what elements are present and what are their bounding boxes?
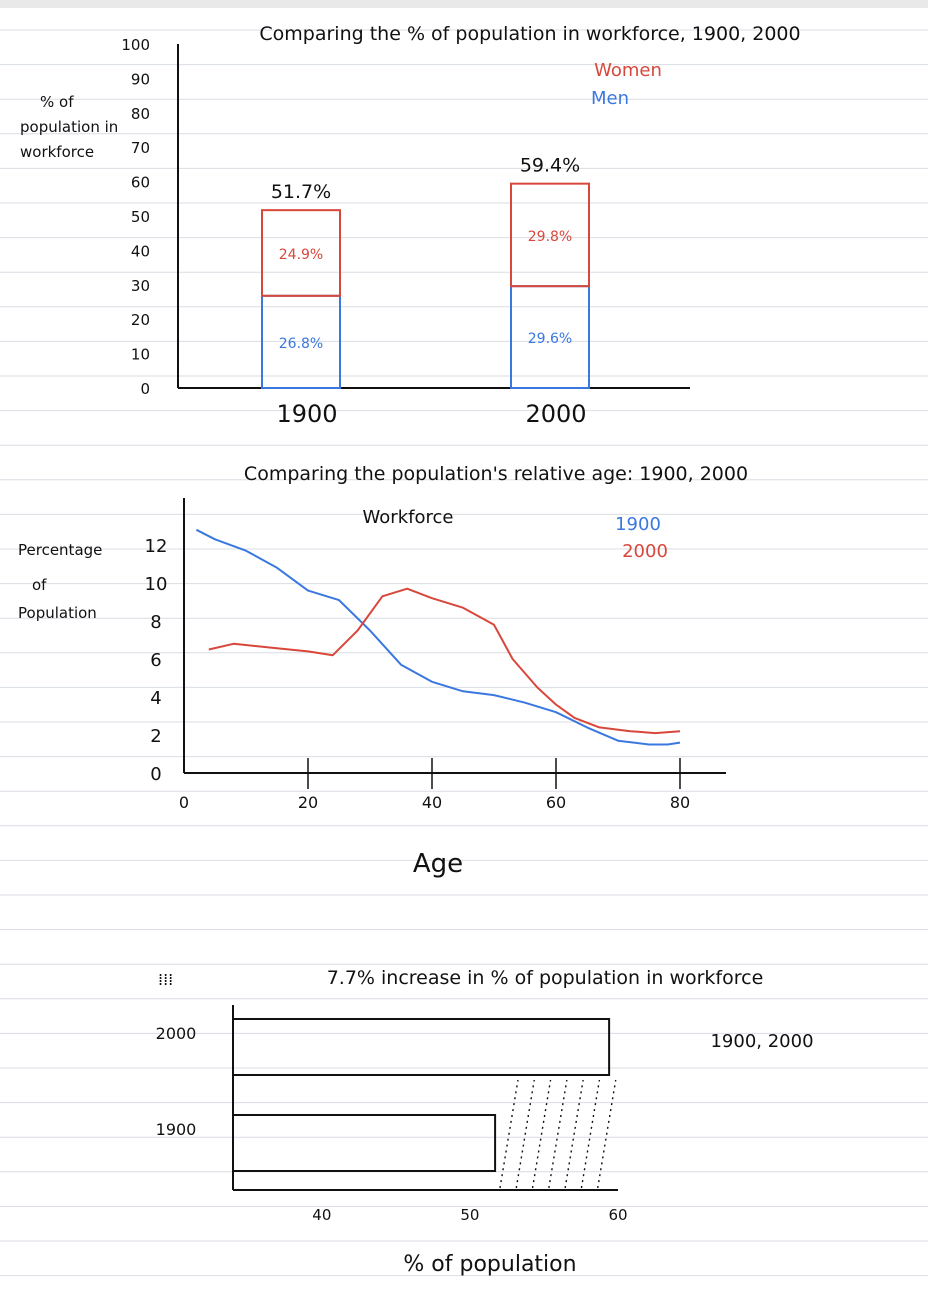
chart3-bar-1900	[232, 1114, 497, 1172]
chart2-x-tick-label: 40	[422, 793, 442, 812]
chart2-y-tick-label: 12	[145, 536, 168, 557]
chart3-hatch-line	[597, 1079, 617, 1189]
chart1-y-tick-label: 50	[131, 208, 150, 226]
chart1-y-tick-label: 100	[121, 36, 150, 54]
chart2-x-tick-label: 60	[546, 793, 566, 812]
chart3-y-tick-label: 2000	[156, 1024, 197, 1043]
chart3-hatch-line	[531, 1079, 552, 1189]
chart1-bar-label: 24.9%	[279, 247, 323, 263]
chart3-hatch-line	[548, 1079, 568, 1189]
chart1-y-tick-label: 0	[140, 380, 150, 398]
chart2-y-tick-label: 2	[150, 726, 161, 747]
chart2-lines	[195, 528, 681, 746]
chart1-y-tick-label: 10	[131, 346, 150, 364]
chart3-bar-2000	[232, 1018, 611, 1076]
chart2-legend-1900: 1900	[615, 514, 661, 535]
chart3-x-tick-label: 40	[312, 1206, 331, 1224]
chart2-y-tick-label: 4	[150, 688, 161, 709]
page-top-strip	[0, 0, 928, 8]
chart3-subtitle: 1900, 2000	[710, 1031, 813, 1052]
chart1-legend-women: Women	[594, 60, 662, 81]
chart2-x-tick-label: 80	[670, 793, 690, 812]
chart1-x-tick-label: 1900	[276, 400, 337, 428]
chart2-y-tick-label: 10	[145, 574, 168, 595]
chart3-increase-hatch	[499, 1079, 617, 1189]
chart2-x-tick-label: 20	[298, 793, 318, 812]
chart1-bar-label: 29.8%	[528, 229, 572, 245]
chart1-ylabel: % of population in workforce	[20, 93, 123, 161]
chart2-xlabel: Age	[413, 849, 463, 879]
chart3-tick-labels: 2000 1900 40 50 60	[156, 1024, 628, 1224]
chart2-title: Comparing the population's relative age:…	[244, 463, 748, 485]
chart2-series-line-2000	[208, 587, 681, 735]
chart1-bar-women	[510, 182, 590, 288]
chart1-y-tick-label: 70	[131, 139, 150, 157]
chart2-legend-2000: 2000	[622, 541, 668, 562]
chart1-y-tick-label: 20	[131, 311, 150, 329]
chart1-y-tick-labels: 0 10 20 30 40 50 60 70 80 90 100	[121, 36, 150, 398]
chart1-x-tick-label: 2000	[525, 400, 586, 428]
chart1-bars: 26.8% 24.9% 51.7% 29.6% 29.8% 59.4%	[261, 155, 590, 390]
chart1-y-tick-label: 60	[131, 174, 150, 192]
chart1-bar-label: 29.6%	[528, 331, 572, 347]
chart3-xlabel: % of population	[403, 1252, 576, 1277]
chart3-title: 7.7% increase in % of population in work…	[327, 967, 764, 989]
chart2-x-tick-label: 0	[179, 793, 189, 812]
chart1-legend-men: Men	[591, 88, 629, 109]
chart3-x-tick-label: 50	[460, 1206, 479, 1224]
chart3-bars	[232, 1018, 611, 1172]
chart2-series-line-1900	[195, 528, 681, 746]
chart1-y-tick-label: 80	[131, 105, 150, 123]
chart3-hatch-line	[580, 1079, 601, 1189]
chart2-y-tick-label: 0	[150, 764, 161, 785]
chart1-x-tick-labels: 1900 2000	[276, 400, 586, 428]
chart2-axes	[183, 498, 726, 789]
chart3-y-tick-label: 1900	[156, 1120, 197, 1139]
chart2-y-tick-label: 8	[150, 612, 161, 633]
chart1-total-label: 59.4%	[520, 155, 580, 177]
chart3-x-tick-label: 60	[608, 1206, 627, 1224]
chart3-hatch-line	[499, 1079, 519, 1189]
chart2-ylabel: Percentage of Population	[18, 541, 107, 622]
chart2-subtitle: Workforce	[363, 507, 454, 528]
chart3-hatch-line	[515, 1079, 535, 1189]
chart3-axes	[232, 1005, 618, 1191]
chart2-y-tick-label: 6	[150, 650, 161, 671]
chart1-total-label: 51.7%	[271, 181, 331, 203]
chart1-y-tick-label: 40	[131, 242, 150, 260]
chart1-title: Comparing the % of population in workfor…	[259, 23, 800, 45]
chart1-bar-label: 26.8%	[279, 336, 323, 352]
chart3-hatch-icon: ⁞⁞⁞	[158, 970, 173, 989]
chart1-y-tick-label: 30	[131, 277, 150, 295]
chart1-y-tick-label: 90	[131, 70, 150, 88]
chart2-tick-labels: 0 20 40 60 80 0 2 4 6 8 10 12	[145, 536, 691, 812]
chart1-bar-women	[261, 209, 341, 297]
chart3-hatch-line	[564, 1079, 584, 1189]
